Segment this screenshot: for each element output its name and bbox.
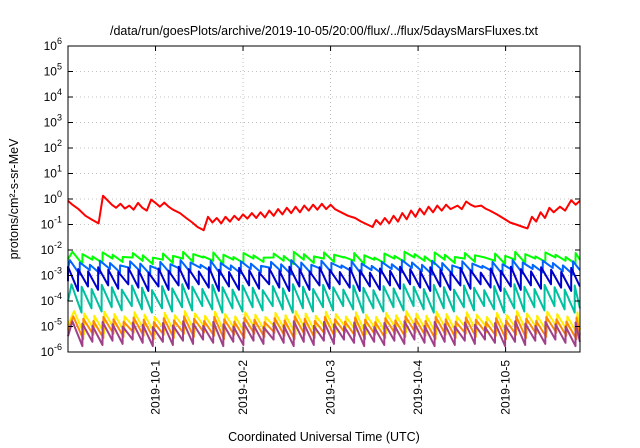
- x-axis-label: Coordinated Universal Time (UTC): [228, 430, 420, 444]
- y-tick-exponent: 2: [57, 138, 62, 148]
- y-tick-label: 101: [44, 164, 62, 181]
- y-tick-label: 10-6: [41, 342, 62, 359]
- chart-title: /data/run/goesPlots/archive/2019-10-05/2…: [110, 24, 539, 38]
- y-tick-label: 104: [44, 87, 62, 104]
- series-line-4: [67, 283, 581, 314]
- y-tick-label: 102: [44, 138, 62, 155]
- y-tick-label: 106: [44, 36, 62, 53]
- y-tick-exponent: 3: [57, 113, 62, 123]
- x-tick-label: 2019-10-3: [324, 360, 338, 415]
- series-line-2: [67, 259, 581, 276]
- series-line-5: [67, 310, 581, 336]
- y-tick-exponent: -5: [54, 317, 62, 327]
- y-tick-label: 10-5: [41, 317, 62, 334]
- y-tick-exponent: -4: [54, 291, 62, 301]
- series-lines: [67, 194, 581, 348]
- y-tick-exponent: 1: [57, 164, 62, 174]
- x-tick-label: 2019-10-1: [149, 360, 163, 415]
- y-tick-label: 100: [44, 189, 62, 206]
- y-tick-label: 10-1: [41, 215, 62, 232]
- x-tick-label: 2019-10-5: [499, 360, 513, 415]
- y-tick-exponent: 4: [57, 87, 62, 97]
- x-tick-label: 2019-10-4: [411, 360, 425, 415]
- y-tick-exponent: -6: [54, 342, 62, 352]
- y-tick-label: 105: [44, 62, 62, 79]
- y-tick-label: 103: [44, 113, 62, 130]
- series-line-7: [67, 320, 581, 348]
- series-line-3: [67, 265, 581, 292]
- y-tick-exponent: -3: [54, 266, 62, 276]
- y-tick-exponent: 5: [57, 62, 62, 72]
- y-tick-exponent: -1: [54, 215, 62, 225]
- y-axis-label: protons/cm²-s-sr-MeV: [7, 138, 21, 260]
- y-tick-exponent: 0: [57, 189, 62, 199]
- x-tick-label: 2019-10-2: [236, 360, 250, 415]
- axes: 10-610-510-410-310-210-11001011021031041…: [41, 36, 580, 415]
- series-line-1: [67, 250, 581, 266]
- series-line-6: [67, 315, 581, 341]
- y-tick-label: 10-4: [41, 291, 62, 308]
- y-tick-exponent: -2: [54, 240, 62, 250]
- series-line-0: [67, 194, 581, 232]
- y-tick-label: 10-2: [41, 240, 62, 257]
- y-tick-label: 10-3: [41, 266, 62, 283]
- y-tick-exponent: 6: [57, 36, 62, 46]
